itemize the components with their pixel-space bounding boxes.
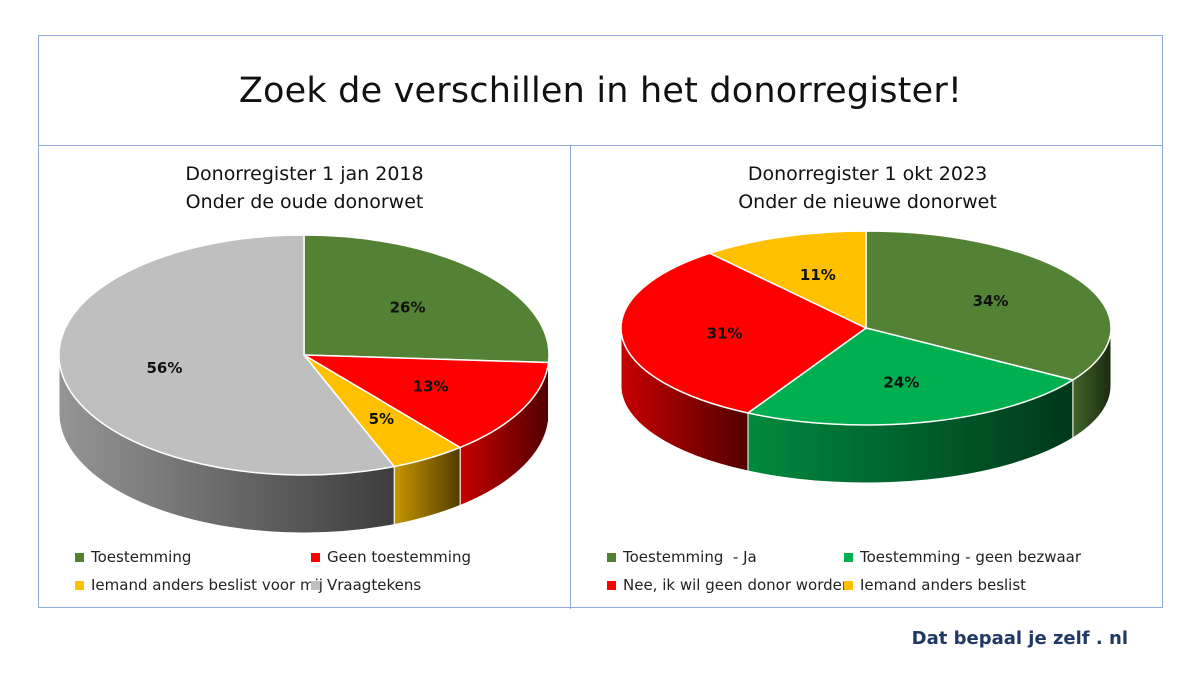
pie-top-faces <box>620 230 1112 426</box>
legend-label: Toestemming - geen bezwaar <box>860 548 1082 566</box>
main-title: Zoek de verschillen in het donorregister… <box>238 70 963 111</box>
chart-title-line-1: Donorregister 1 okt 2023 <box>747 163 988 185</box>
legend-swatch <box>311 580 320 590</box>
pie-slice-geen-toestemming <box>303 354 550 449</box>
panel-divider <box>570 146 571 609</box>
pie-slice-vraagtekens <box>58 234 396 476</box>
legend-item: Nee, ik wil geen donor worden <box>607 576 851 594</box>
footer-brand: Dat bepaal je zelf . nl <box>911 628 1128 649</box>
legend-label: Toestemming - Ja <box>623 548 757 566</box>
figure-frame: Zoek de verschillen in het donorregister… <box>38 35 1164 609</box>
data-label: 34% <box>973 292 1009 310</box>
legend-swatch <box>844 552 853 562</box>
legend-swatch <box>75 580 84 590</box>
legend-label: Vraagtekens <box>327 576 422 594</box>
legend-label: Iemand anders beslist <box>860 576 1027 594</box>
legend-swatch <box>607 552 616 562</box>
chart-title-line-2: Onder de oude donorwet <box>185 191 424 213</box>
legend-swatch <box>607 580 616 590</box>
data-label: 5% <box>369 410 394 428</box>
data-label: 11% <box>800 266 836 284</box>
data-label: 56% <box>146 359 182 377</box>
legend-label: Iemand anders beslist voor mij <box>91 576 323 594</box>
legend-swatch <box>75 552 84 562</box>
chart-panel-2023: Donorregister 1 okt 2023 Onder de nieuwe… <box>571 146 1164 609</box>
title-box: Zoek de verschillen in het donorregister… <box>39 36 1162 146</box>
legend-swatch <box>844 580 853 590</box>
legend-label: Geen toestemming <box>327 548 471 566</box>
legend-item: Vraagtekens <box>311 576 421 594</box>
pie-slice-nee-ik-wil-geen-donor-worden <box>620 252 868 414</box>
legend-item: Iemand anders beslist <box>844 576 1026 594</box>
pie-slice-toestemming <box>303 234 550 364</box>
legend-item: Toestemming - Ja <box>607 548 757 566</box>
legend-item: Iemand anders beslist voor mij <box>75 576 323 594</box>
chart-title-line-2: Onder de nieuwe donorwet <box>738 191 997 213</box>
chart-title-2018: Donorregister 1 jan 2018 Onder de oude d… <box>39 160 570 216</box>
data-label: 26% <box>390 298 426 316</box>
pie-chart-2023: 34% 24% 31% 11% <box>620 230 1112 484</box>
legend-item: Geen toestemming <box>311 548 471 566</box>
legend-label: Toestemming <box>91 548 192 566</box>
pie-data-labels: 34% 24% 31% 11% <box>707 266 1009 391</box>
data-label: 31% <box>707 324 743 342</box>
pie-slice-iemand-anders-beslist <box>707 230 867 330</box>
data-label: 24% <box>883 373 919 391</box>
pie-data-labels: 26% 13% 5% 56% <box>146 298 448 428</box>
legend-label: Nee, ik wil geen donor worden <box>623 576 852 594</box>
legend-swatch <box>311 552 320 562</box>
chart-title-line-1: Donorregister 1 jan 2018 <box>185 163 424 185</box>
chart-title-2023: Donorregister 1 okt 2023 Onder de nieuwe… <box>571 160 1164 216</box>
chart-panel-2018: Donorregister 1 jan 2018 Onder de oude d… <box>39 146 570 609</box>
legend-item: Toestemming - geen bezwaar <box>844 548 1081 566</box>
pie-top-faces <box>58 234 550 476</box>
legend-item: Toestemming <box>75 548 191 566</box>
pie-side-walls <box>58 354 550 534</box>
pie-chart-2018: 26% 13% 5% 56% <box>58 234 550 534</box>
data-label: 13% <box>413 378 449 396</box>
pie-slice-toestemming-geen-bezwaar <box>746 327 1075 426</box>
